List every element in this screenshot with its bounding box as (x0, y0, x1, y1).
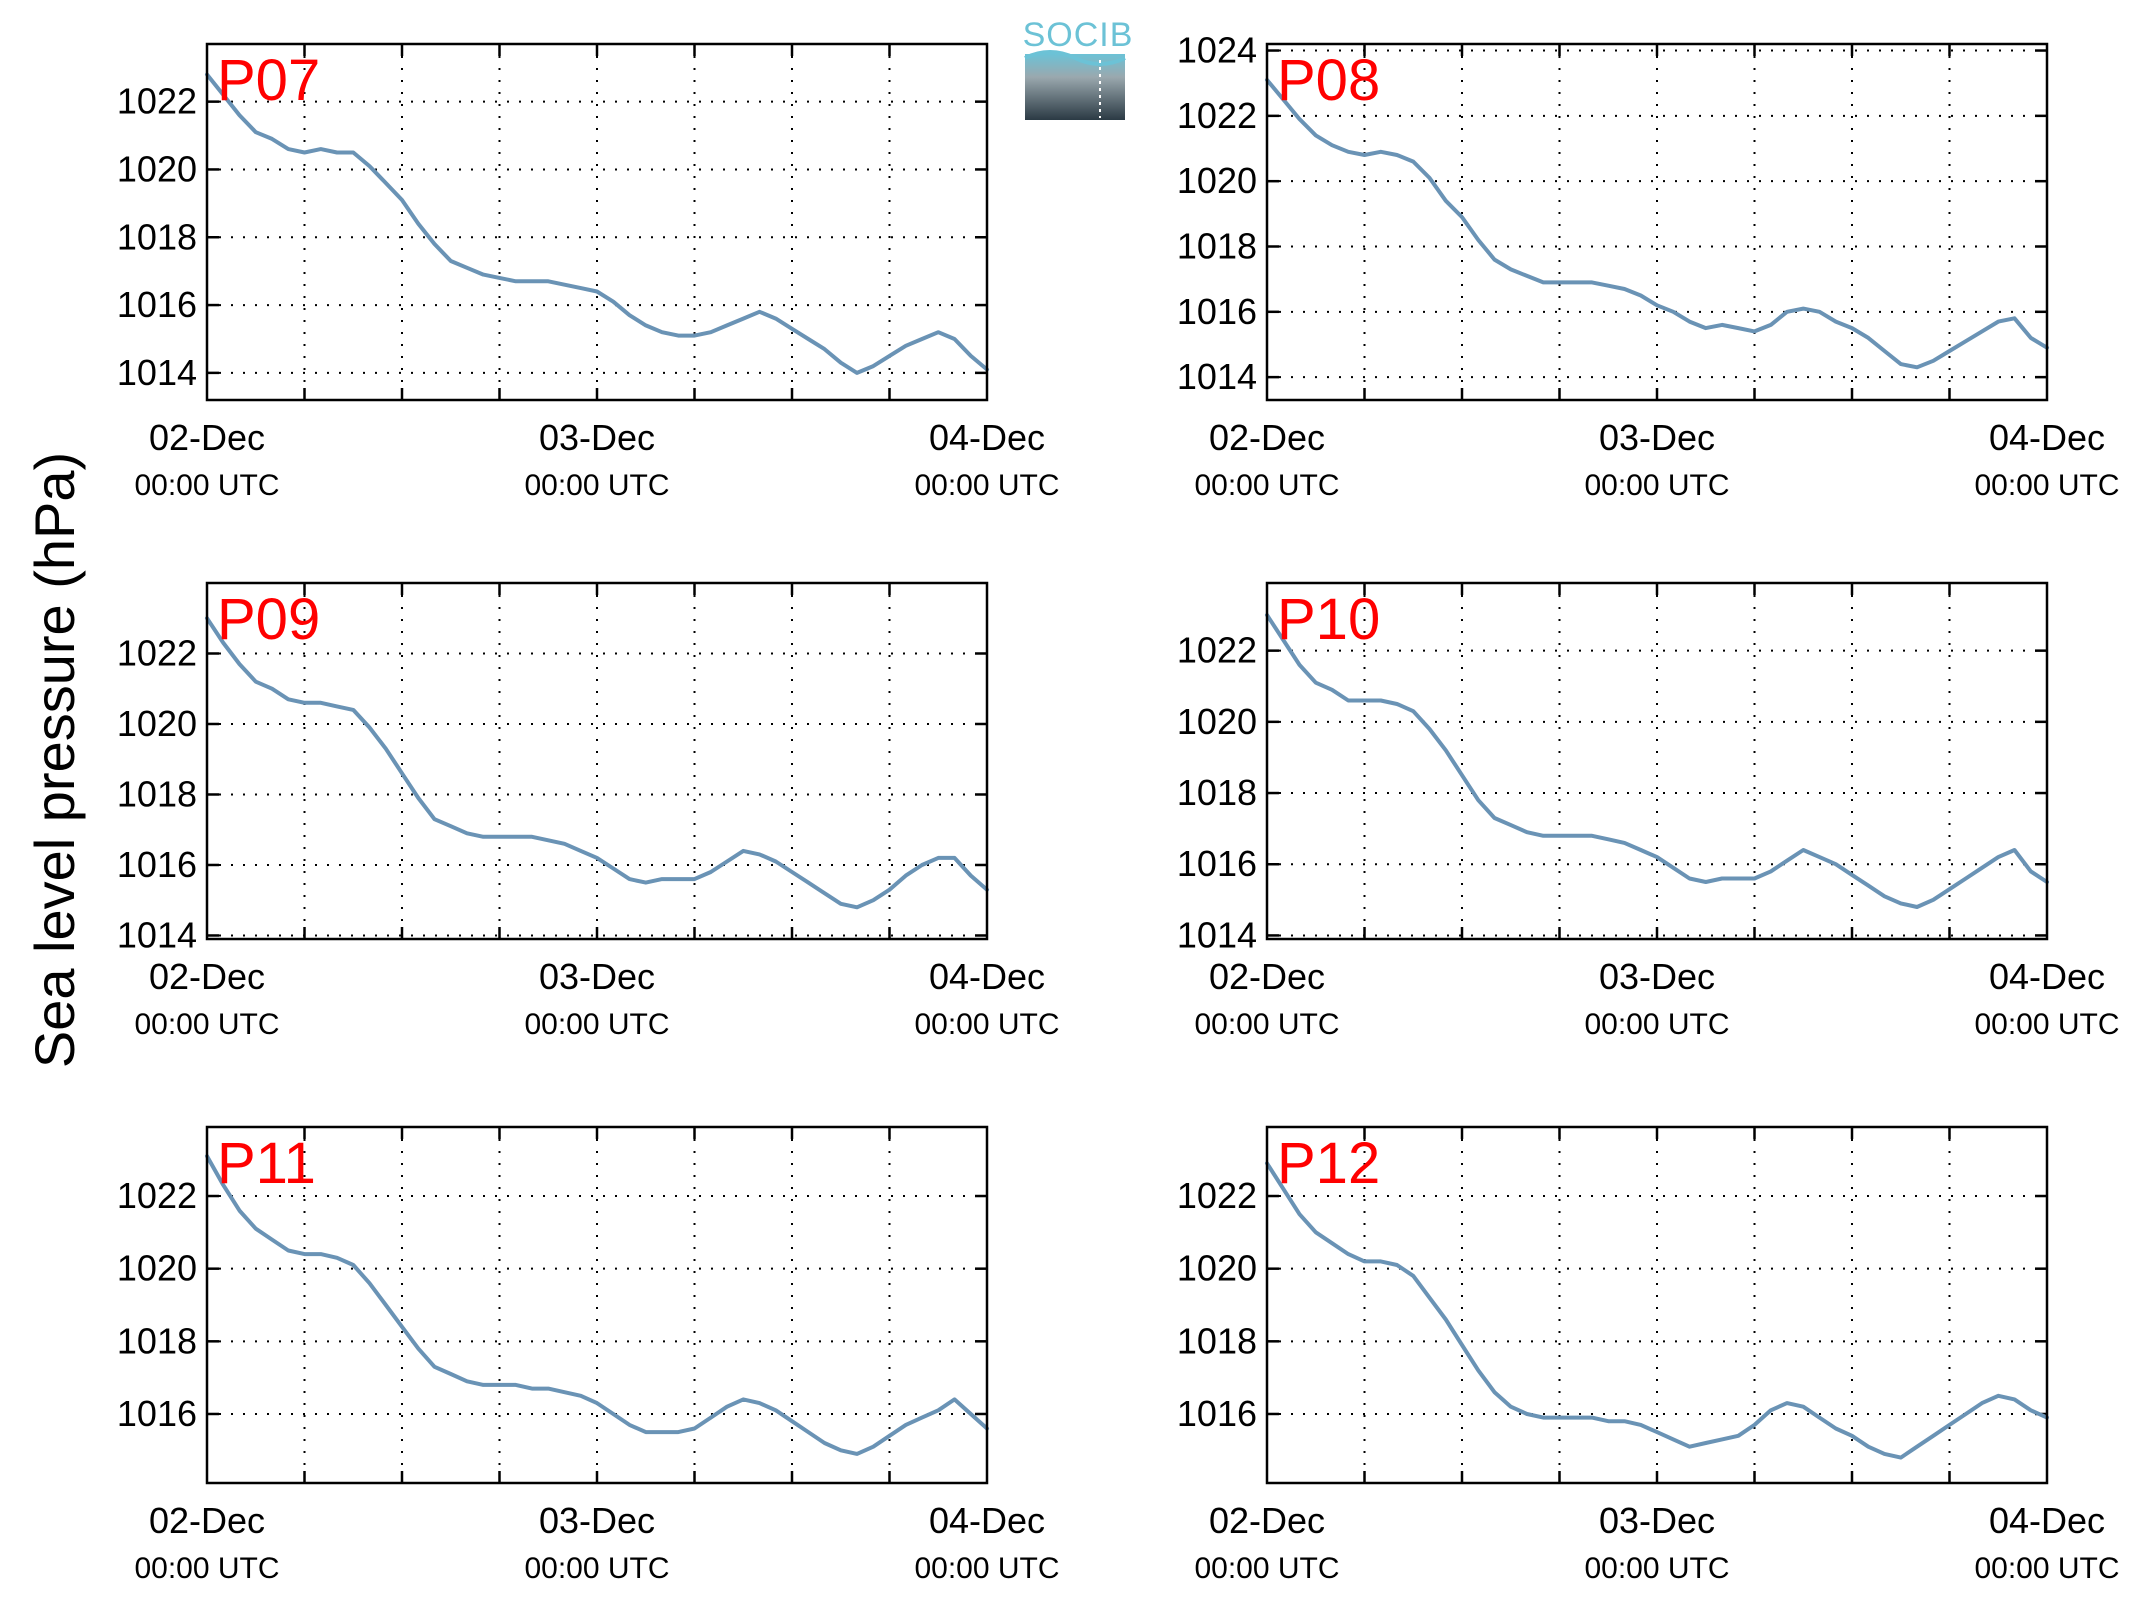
panel-p10: 1014 1016 1018 1020 1022 02-Dec 00:00 UTC 03-De… (1177, 581, 2120, 1041)
x-tick-time-label: 00:00 UTC (914, 1552, 1059, 1585)
y-tick-label: 1016 (1177, 843, 1257, 884)
y-axis-label: Sea level pressure (hPa) (23, 452, 86, 1068)
panel-p09: 1014 1016 1018 1020 1022 02-Dec 00:00 UTC 03-De… (117, 581, 1060, 1041)
y-tick-label: 1020 (117, 703, 197, 744)
x-tick-date-label: 02-Dec (1209, 956, 1325, 997)
y-tick-label: 1020 (117, 1248, 197, 1289)
panel-label: P10 (1277, 587, 1380, 652)
y-tick-label: 1014 (117, 914, 197, 955)
x-tick-time-label: 00:00 UTC (134, 1008, 279, 1041)
panel-label: P08 (1277, 48, 1380, 113)
y-tick-label: 1018 (117, 1320, 197, 1361)
x-tick-time-label: 00:00 UTC (134, 1552, 279, 1585)
panel-label: P11 (217, 1131, 316, 1196)
y-tick-label: 1018 (117, 216, 197, 257)
y-tick-label: 1016 (117, 284, 197, 325)
y-tick-label: 1020 (117, 148, 197, 189)
x-tick-time-label: 00:00 UTC (1974, 1008, 2119, 1041)
y-tick-label: 1014 (1177, 914, 1257, 955)
x-tick-time-label: 00:00 UTC (1584, 1008, 1729, 1041)
y-tick-label: 1020 (1177, 701, 1257, 742)
x-tick-time-label: 00:00 UTC (914, 1008, 1059, 1041)
x-tick-date-label: 02-Dec (1209, 1500, 1325, 1541)
x-tick-date-label: 03-Dec (539, 417, 655, 458)
pressure-line (205, 616, 989, 910)
y-tick-label: 1016 (117, 844, 197, 885)
x-tick-time-label: 00:00 UTC (1584, 1552, 1729, 1585)
y-tick-label: 1020 (1177, 1248, 1257, 1289)
axes-frame (1265, 42, 2049, 402)
x-tick-date-label: 03-Dec (1599, 417, 1715, 458)
axes-frame (205, 581, 989, 941)
y-tick-label: 1022 (117, 632, 197, 673)
panel-label: P12 (1277, 1131, 1380, 1196)
panels: 1014 1016 1018 1020 1022 02-Dec 00:00 UTC 03-De… (117, 30, 2120, 1585)
axes-frame (1265, 581, 2049, 941)
x-tick-date-label: 02-Dec (149, 417, 265, 458)
panel-p11: 1016 1018 1020 1022 02-Dec 00:00 UTC 03-Dec 00:… (117, 1125, 1060, 1585)
panel-label: P07 (217, 48, 320, 113)
x-tick-time-label: 00:00 UTC (1194, 1008, 1339, 1041)
pressure-line (1265, 613, 2049, 909)
x-tick-date-label: 02-Dec (1209, 417, 1325, 458)
x-tick-date-label: 04-Dec (1989, 1500, 2105, 1541)
axes-frame (205, 1125, 989, 1485)
socib-logo-wave (1024, 50, 1126, 66)
y-tick-label: 1022 (1177, 1175, 1257, 1216)
y-tick-label: 1014 (1177, 356, 1257, 397)
x-tick-date-label: 02-Dec (149, 1500, 265, 1541)
y-tick-label: 1018 (1177, 772, 1257, 813)
y-tick-label: 1014 (117, 352, 197, 393)
y-tick-label: 1022 (117, 1175, 197, 1216)
x-tick-time-label: 00:00 UTC (1194, 469, 1339, 502)
x-tick-date-label: 03-Dec (1599, 1500, 1715, 1541)
x-tick-date-label: 03-Dec (1599, 956, 1715, 997)
panel-p12: 1016 1018 1020 1022 02-Dec 00:00 UTC 03-Dec 00:… (1177, 1125, 2120, 1585)
x-tick-date-label: 03-Dec (539, 1500, 655, 1541)
x-tick-time-label: 00:00 UTC (134, 469, 279, 502)
x-tick-date-label: 03-Dec (539, 956, 655, 997)
x-tick-date-label: 04-Dec (1989, 417, 2105, 458)
x-tick-date-label: 04-Dec (929, 417, 1045, 458)
x-tick-time-label: 00:00 UTC (1974, 1552, 2119, 1585)
x-tick-date-label: 04-Dec (929, 956, 1045, 997)
axes-frame (205, 42, 989, 402)
y-tick-label: 1022 (1177, 95, 1257, 136)
x-tick-time-label: 00:00 UTC (914, 469, 1059, 502)
socib-logo: SOCIB (1023, 16, 1134, 120)
pressure-line (205, 1154, 989, 1456)
x-tick-date-label: 04-Dec (1989, 956, 2105, 997)
y-tick-label: 1016 (117, 1393, 197, 1434)
y-tick-label: 1016 (1177, 1393, 1257, 1434)
y-tick-label: 1022 (1177, 630, 1257, 671)
y-tick-label: 1024 (1177, 30, 1257, 71)
y-tick-label: 1022 (117, 81, 197, 122)
y-tick-label: 1018 (1177, 1320, 1257, 1361)
x-tick-time-label: 00:00 UTC (1584, 469, 1729, 502)
panel-p07: 1014 1016 1018 1020 1022 02-Dec 00:00 UTC 03-De… (117, 42, 1060, 502)
pressure-line (1265, 1161, 2049, 1460)
x-tick-time-label: 00:00 UTC (1974, 469, 2119, 502)
y-tick-label: 1016 (1177, 291, 1257, 332)
x-tick-time-label: 00:00 UTC (524, 1552, 669, 1585)
x-tick-time-label: 00:00 UTC (524, 1008, 669, 1041)
x-tick-date-label: 02-Dec (149, 956, 265, 997)
x-tick-time-label: 00:00 UTC (1194, 1552, 1339, 1585)
y-tick-label: 1018 (117, 773, 197, 814)
pressure-line (1265, 77, 2049, 370)
panel-label: P09 (217, 587, 320, 652)
y-tick-label: 1018 (1177, 225, 1257, 266)
x-tick-date-label: 04-Dec (929, 1500, 1045, 1541)
socib-logo-text: SOCIB (1023, 16, 1134, 54)
axes-frame (1265, 1125, 2049, 1485)
panel-p08: 1014 1016 1018 1020 1022 1024 02-Dec 00:00 UTC 0… (1177, 30, 2120, 502)
x-tick-time-label: 00:00 UTC (524, 469, 669, 502)
pressure-line (205, 72, 989, 375)
y-tick-label: 1020 (1177, 160, 1257, 201)
